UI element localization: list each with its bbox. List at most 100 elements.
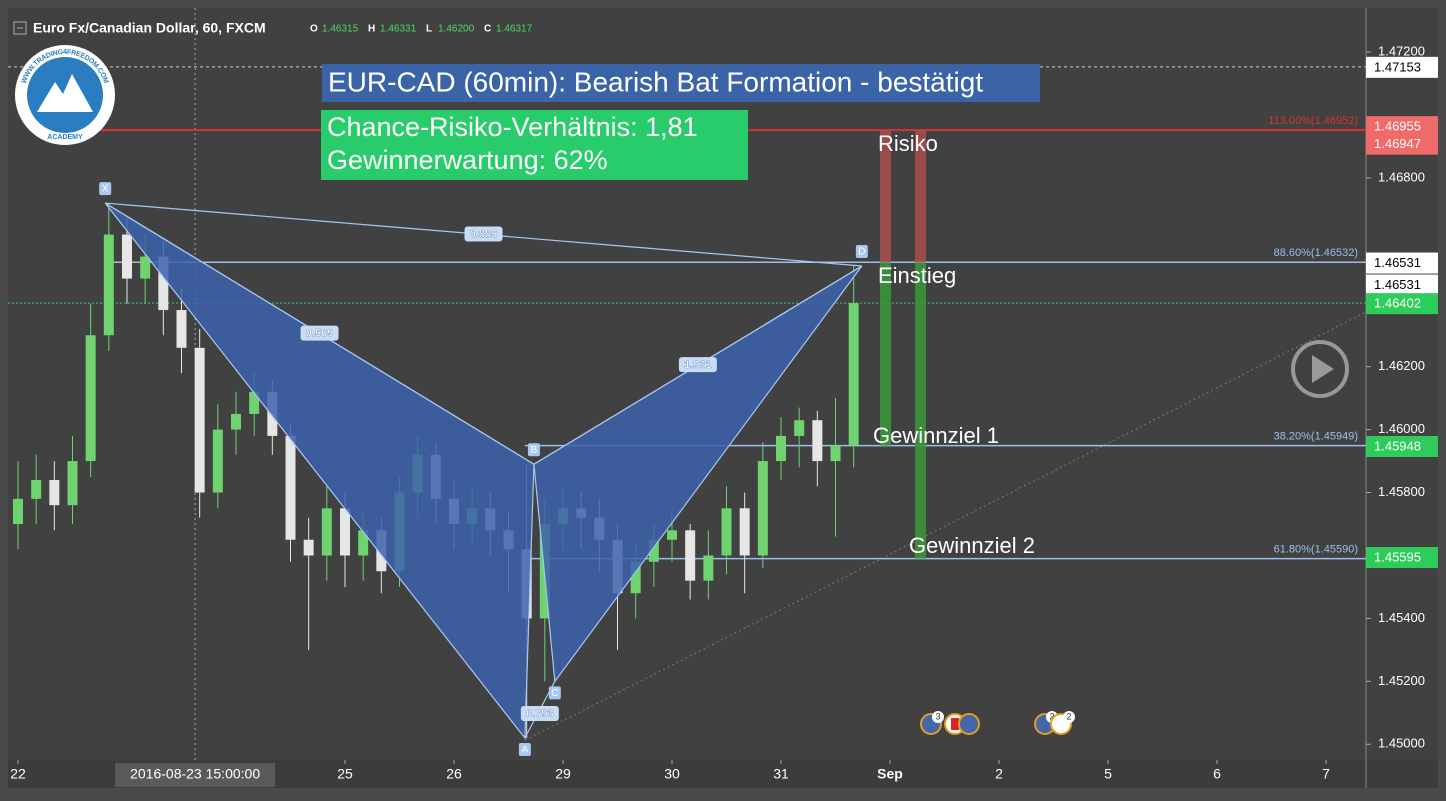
event-icon[interactable]	[958, 713, 980, 735]
candle-body	[703, 555, 714, 581]
price-tag	[1366, 56, 1438, 78]
event-count: 2	[1049, 711, 1054, 721]
x-tick-label: 29	[555, 766, 571, 782]
play-button[interactable]	[1291, 340, 1349, 398]
price-tag-label: 1.46531	[1374, 255, 1421, 270]
price-tag-label: 1.46947	[1374, 136, 1421, 151]
ratio-bg	[678, 357, 717, 373]
price-tag-label: 1.47153	[1374, 59, 1421, 74]
point-label: A	[522, 745, 529, 756]
point-label: B	[531, 445, 538, 456]
fib-label: 113.00%(1.46952)	[1268, 115, 1358, 127]
price-tag	[1366, 435, 1438, 457]
ohlc-value: 1.46331	[380, 24, 417, 35]
point-label: D	[858, 247, 865, 258]
price-tag	[1366, 133, 1438, 155]
y-tick-label: 1.45400	[1378, 610, 1425, 625]
y-tick-label: 1.45000	[1378, 736, 1425, 751]
x-tick-label: 2	[995, 766, 1003, 782]
candle-body	[321, 508, 332, 556]
zone-label: Einstieg	[878, 263, 956, 288]
candle-body	[158, 256, 169, 311]
price-tag	[1366, 547, 1438, 569]
candle-body	[31, 479, 42, 499]
event-badge	[932, 711, 944, 723]
x-tick-label: 5	[1104, 766, 1112, 782]
candle-body	[285, 435, 296, 540]
reward-bar	[915, 262, 926, 559]
price-tag	[1366, 293, 1438, 315]
candle-body	[121, 234, 132, 279]
candle-body	[630, 561, 641, 594]
candle-body	[340, 508, 350, 556]
fib-label: 38.20%(1.45949)	[1274, 431, 1358, 443]
ratio-label: 0.509	[306, 328, 334, 340]
ohlc-key: L	[426, 24, 432, 35]
zone-label: Gewinnziel 1	[873, 423, 999, 448]
zone-label: Gewinnziel 2	[909, 533, 1035, 558]
ratio-bg	[464, 226, 503, 242]
risk-bar	[915, 130, 926, 263]
price-tag-label: 1.46955	[1374, 119, 1421, 134]
y-tick-label: 1.46200	[1378, 358, 1425, 373]
price-tag-label: 1.46531	[1374, 277, 1421, 292]
ratio-label: 0.793	[526, 708, 554, 720]
ohlc-key: C	[484, 24, 491, 35]
ratio-bg	[300, 325, 339, 341]
y-tick-label: 1.47200	[1378, 43, 1425, 58]
point-label: X	[102, 184, 109, 195]
candle-body	[194, 347, 205, 493]
zone-label: Risiko	[878, 131, 938, 156]
y-tick-label: 1.45200	[1378, 673, 1425, 688]
crosshair-label: 2016-08-23 15:00:00	[130, 766, 260, 782]
candle-body	[358, 530, 369, 556]
collapse-icon[interactable]	[13, 21, 27, 35]
point-label: C	[551, 688, 558, 699]
logo: WWW.TRADING4FREEDOM.COM ACADEMY	[15, 45, 115, 145]
ratio-bg	[520, 705, 559, 721]
fib-label: 61.80%(1.45590)	[1274, 544, 1358, 556]
ohlc-value: 1.46200	[438, 24, 475, 35]
point-bg	[855, 245, 868, 259]
play-icon	[1312, 355, 1334, 383]
ohlc-key: O	[310, 24, 318, 35]
candle-body	[667, 530, 678, 540]
candle-body	[212, 429, 223, 493]
logo-sub: ACADEMY	[47, 134, 83, 141]
event-badge	[1063, 711, 1075, 723]
candle-body	[757, 461, 768, 556]
price-tag-label: 1.45595	[1374, 549, 1421, 564]
fib-label: 88.60%(1.46532)	[1274, 247, 1358, 259]
ohlc-key: H	[368, 24, 375, 35]
x-tick-label: Sep	[877, 766, 903, 782]
y-tick-label: 1.45800	[1378, 484, 1425, 499]
x-tick-label: 26	[446, 766, 462, 782]
event-flag	[951, 718, 959, 730]
candle-body	[739, 508, 750, 556]
candle-body	[848, 303, 859, 446]
ohlc-value: 1.46315	[322, 24, 359, 35]
price-tag	[1366, 274, 1438, 296]
info-box	[321, 110, 748, 180]
candle-body	[648, 539, 659, 562]
point-bg	[548, 686, 561, 700]
candle-body	[231, 413, 241, 430]
candle-body	[721, 508, 732, 556]
info-line: Chance-Risiko-Verhältnis: 1,81	[327, 112, 698, 142]
logo-mountain	[37, 74, 93, 112]
info-line: Gewinnerwartung: 62%	[327, 145, 608, 175]
crosshair-label-bg	[115, 763, 276, 787]
x-tick-label: 22	[10, 766, 26, 782]
reward-bar	[880, 262, 891, 446]
risk-bar	[880, 130, 891, 263]
candle-body	[67, 461, 78, 506]
ohlc-value: 1.46317	[496, 24, 533, 35]
event-count: 3	[935, 711, 940, 721]
x-tick-label: 7	[1322, 766, 1330, 782]
point-bg	[99, 182, 112, 196]
y-tick-label: 1.46800	[1378, 169, 1425, 184]
candle-body	[303, 539, 314, 556]
point-bg	[527, 443, 540, 457]
